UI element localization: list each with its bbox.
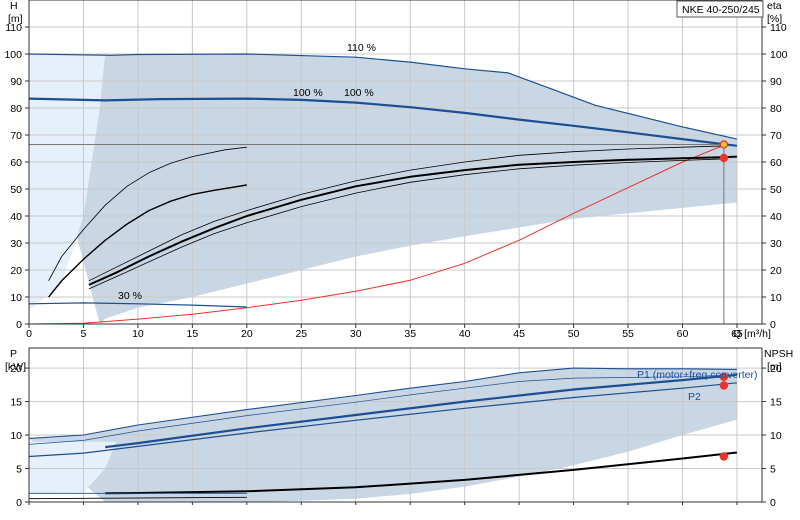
annotation-p2: P2 — [688, 391, 701, 403]
y-tick-label: 50 — [10, 184, 22, 196]
series-eta-4 — [88, 155, 737, 286]
y-tick-label: 10 — [10, 430, 22, 442]
x-tick-label: 10 — [132, 328, 144, 340]
series-eta-5 — [88, 158, 727, 290]
series-30- — [28, 302, 247, 308]
y2-tick-label: 40 — [770, 211, 782, 223]
y-tick-label: 0 — [16, 497, 22, 509]
y-tick-label: 20 — [10, 363, 22, 375]
y-tick-label: 5 — [16, 464, 22, 476]
duty-point — [719, 372, 729, 381]
power-axis-unit: [kW] — [5, 361, 26, 373]
y-tick-label: 10 — [10, 292, 22, 304]
power-axis-title: P — [10, 348, 17, 360]
model-label-box — [676, 0, 764, 18]
annotation-100-percent-a: 100 % — [293, 87, 323, 99]
eta-axis-title: eta — [767, 0, 782, 12]
x-tick-label: 60 — [677, 328, 689, 340]
low-flow-region — [29, 54, 106, 311]
x-tick-label: 15 — [187, 328, 199, 340]
series-p-top — [28, 367, 737, 439]
y-tick-label: 60 — [10, 157, 22, 169]
flow-axis-title: Q [m³/h] — [733, 328, 771, 340]
duty-point — [719, 140, 729, 149]
series-system-curve — [28, 143, 727, 325]
series-npsh — [105, 451, 738, 495]
duty-point — [719, 381, 729, 390]
x-tick-label: 50 — [568, 328, 580, 340]
x-tick-label: 30 — [350, 328, 362, 340]
x-tick-label: 45 — [513, 328, 525, 340]
y2-tick-label: 20 — [770, 363, 782, 375]
y2-tick-label: 60 — [770, 157, 782, 169]
x-tick-label: 40 — [459, 328, 471, 340]
model-label: NKE 40-250/245 — [682, 4, 760, 16]
y-tick-label: 90 — [10, 76, 22, 88]
y2-tick-label: 80 — [770, 103, 782, 115]
duty-point — [719, 452, 729, 461]
head-axis-title: H — [10, 0, 18, 12]
y2-tick-label: 0 — [770, 319, 776, 331]
y2-tick-label: 10 — [770, 430, 782, 442]
x-tick-label: 5 — [81, 328, 87, 340]
series-eta-2 — [48, 184, 247, 298]
x-tick-label: 65 — [731, 328, 743, 340]
npsh-axis-title: NPSH — [764, 348, 793, 360]
x-tick-label: 20 — [241, 328, 253, 340]
y-tick-label: 100 — [4, 49, 22, 61]
y2-tick-label: 10 — [770, 292, 782, 304]
x-tick-label: 25 — [295, 328, 307, 340]
y2-tick-label: 50 — [770, 184, 782, 196]
series-p2 — [28, 382, 737, 458]
series-p1-motor-freq-converter- — [105, 373, 738, 449]
duty-point — [719, 153, 729, 163]
x-tick-label: 55 — [622, 328, 634, 340]
y-tick-label: 0 — [16, 319, 22, 331]
y2-tick-label: 15 — [770, 397, 782, 409]
y-tick-label: 30 — [10, 238, 22, 250]
y-tick-label: 80 — [10, 103, 22, 115]
series-eta-3 — [88, 145, 727, 282]
series-110- — [28, 53, 738, 140]
y-tick-label: 20 — [10, 265, 22, 277]
y2-tick-label: 30 — [770, 238, 782, 250]
y2-tick-label: 90 — [770, 76, 782, 88]
annotation-p1: P1 (motor+freq.converter) — [637, 369, 758, 381]
x-tick-label: 0 — [26, 328, 32, 340]
y-tick-label: 70 — [10, 130, 22, 142]
eta-axis-unit: [%] — [767, 13, 782, 25]
npsh-axis-unit: [m] — [767, 361, 782, 373]
y2-tick-label: 70 — [770, 130, 782, 142]
y2-tick-label: 100 — [770, 49, 788, 61]
annotation-100-percent-b: 100 % — [344, 87, 374, 99]
x-tick-label: 35 — [404, 328, 416, 340]
series-p-second — [28, 374, 737, 445]
y-tick-label: 110 — [5, 22, 22, 34]
series-eta-1 — [48, 146, 247, 281]
series-npsh-thin — [28, 496, 247, 500]
head-panel: 0102030405060708090100110010203040506070… — [4, 0, 788, 340]
y2-tick-label: 5 — [770, 464, 776, 476]
annotation-30-percent: 30 % — [118, 290, 142, 302]
y2-tick-label: 20 — [770, 265, 782, 277]
y-tick-label: 15 — [10, 397, 22, 409]
head-axis-unit: [m] — [8, 13, 23, 25]
y2-tick-label: 0 — [770, 497, 776, 509]
power-panel: 0 5 10 15 20 0 5 10 15 20 — [10, 347, 782, 509]
plot-frame — [28, 347, 763, 503]
y2-tick-label: 110 — [770, 22, 787, 34]
y-tick-label: 40 — [10, 211, 22, 223]
series-100- — [28, 97, 738, 147]
annotation-110-percent: 110 % — [347, 42, 376, 54]
